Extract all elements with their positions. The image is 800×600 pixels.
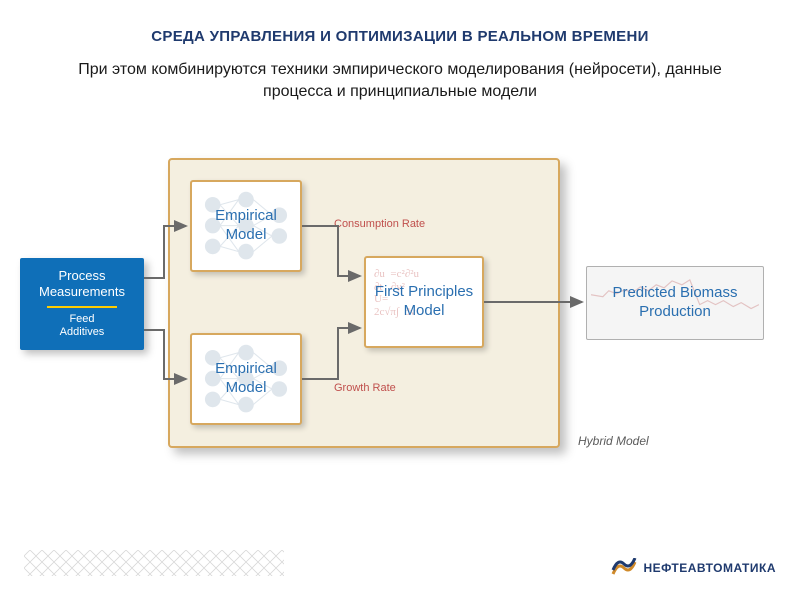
first-principles-label: First Principles Model bbox=[370, 283, 478, 321]
predicted-output-box: Predicted Biomass Production bbox=[586, 266, 764, 340]
first-principles-box: ∂u =c²∂²u∂t ∂y²U=2c√π∫ dv First Principl… bbox=[364, 256, 484, 348]
slide-subtitle: При этом комбинируются техники эмпиричес… bbox=[60, 59, 740, 102]
hybrid-model-label: Hybrid Model bbox=[578, 434, 649, 448]
process-measurements-box: Process Measurements Feed Additives bbox=[20, 258, 144, 350]
slide-title: СРЕДА УПРАВЛЕНИЯ И ОПТИМИЗАЦИИ В РЕАЛЬНО… bbox=[0, 0, 800, 45]
process-accent-line bbox=[47, 306, 117, 308]
process-line3: Feed bbox=[39, 313, 125, 327]
process-line2: Measurements bbox=[39, 284, 125, 300]
consumption-rate-label: Consumption Rate bbox=[334, 218, 425, 230]
brand-mark-icon bbox=[611, 558, 637, 578]
empirical-model-bottom: Empirical Model bbox=[190, 333, 302, 425]
brand-text: НЕФТЕАВТОМАТИКА bbox=[643, 561, 776, 575]
diagram-canvas: Process Measurements Feed Additives Empi… bbox=[20, 158, 780, 478]
process-line1: Process bbox=[39, 268, 125, 284]
process-line4: Additives bbox=[39, 326, 125, 340]
empirical-model-top: Empirical Model bbox=[190, 180, 302, 272]
brand-logo: НЕФТЕАВТОМАТИКА bbox=[611, 558, 776, 578]
predicted-output-label: Predicted Biomass Production bbox=[587, 284, 763, 322]
footer-decoration bbox=[24, 550, 284, 576]
growth-rate-label: Growth Rate bbox=[334, 382, 396, 394]
empirical-model-label: Empirical Model bbox=[196, 360, 296, 398]
empirical-model-label: Empirical Model bbox=[196, 207, 296, 245]
